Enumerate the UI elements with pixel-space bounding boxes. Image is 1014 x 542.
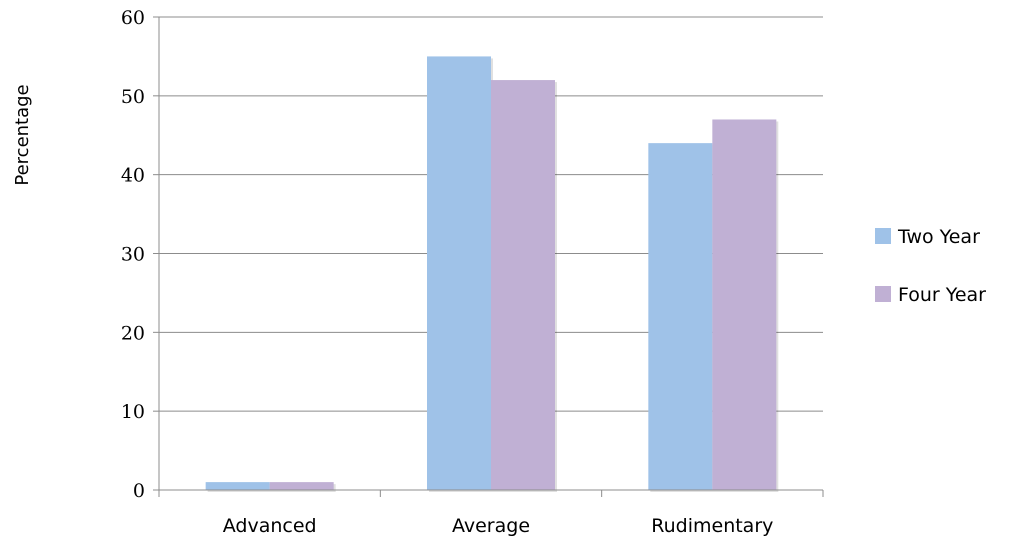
bar-two-year-advanced	[205, 482, 270, 490]
bar-four-year-average	[491, 80, 555, 491]
bar-two-year-average	[427, 56, 491, 491]
x-tick-label: Advanced	[223, 515, 317, 537]
x-tick-label: Average	[452, 515, 530, 537]
y-tick-label: 30	[121, 244, 145, 266]
y-axis-title: Percentage	[12, 84, 33, 185]
y-tick-label: 60	[121, 7, 145, 29]
bars	[205, 56, 779, 493]
bar-four-year-rudimentary	[712, 119, 777, 490]
y-axis: 0 10 20 30 40 50 60	[121, 7, 160, 502]
bar-two-year-rudimentary	[648, 143, 713, 490]
y-tick-label: 0	[133, 480, 145, 502]
legend-label: Four Year	[898, 284, 986, 306]
legend: Two Year Four Year	[875, 226, 986, 306]
x-tick-label: Rudimentary	[651, 515, 773, 537]
y-tick-label: 20	[121, 322, 145, 344]
y-tick-label: 10	[121, 401, 145, 423]
legend-swatch	[875, 228, 891, 244]
legend-label: Two Year	[897, 226, 980, 248]
y-tick-label: 50	[121, 86, 145, 108]
y-tick-label: 40	[121, 165, 145, 187]
x-axis: Advanced Average Rudimentary	[158, 489, 824, 537]
bar-four-year-advanced	[269, 482, 334, 490]
legend-swatch	[875, 286, 891, 302]
